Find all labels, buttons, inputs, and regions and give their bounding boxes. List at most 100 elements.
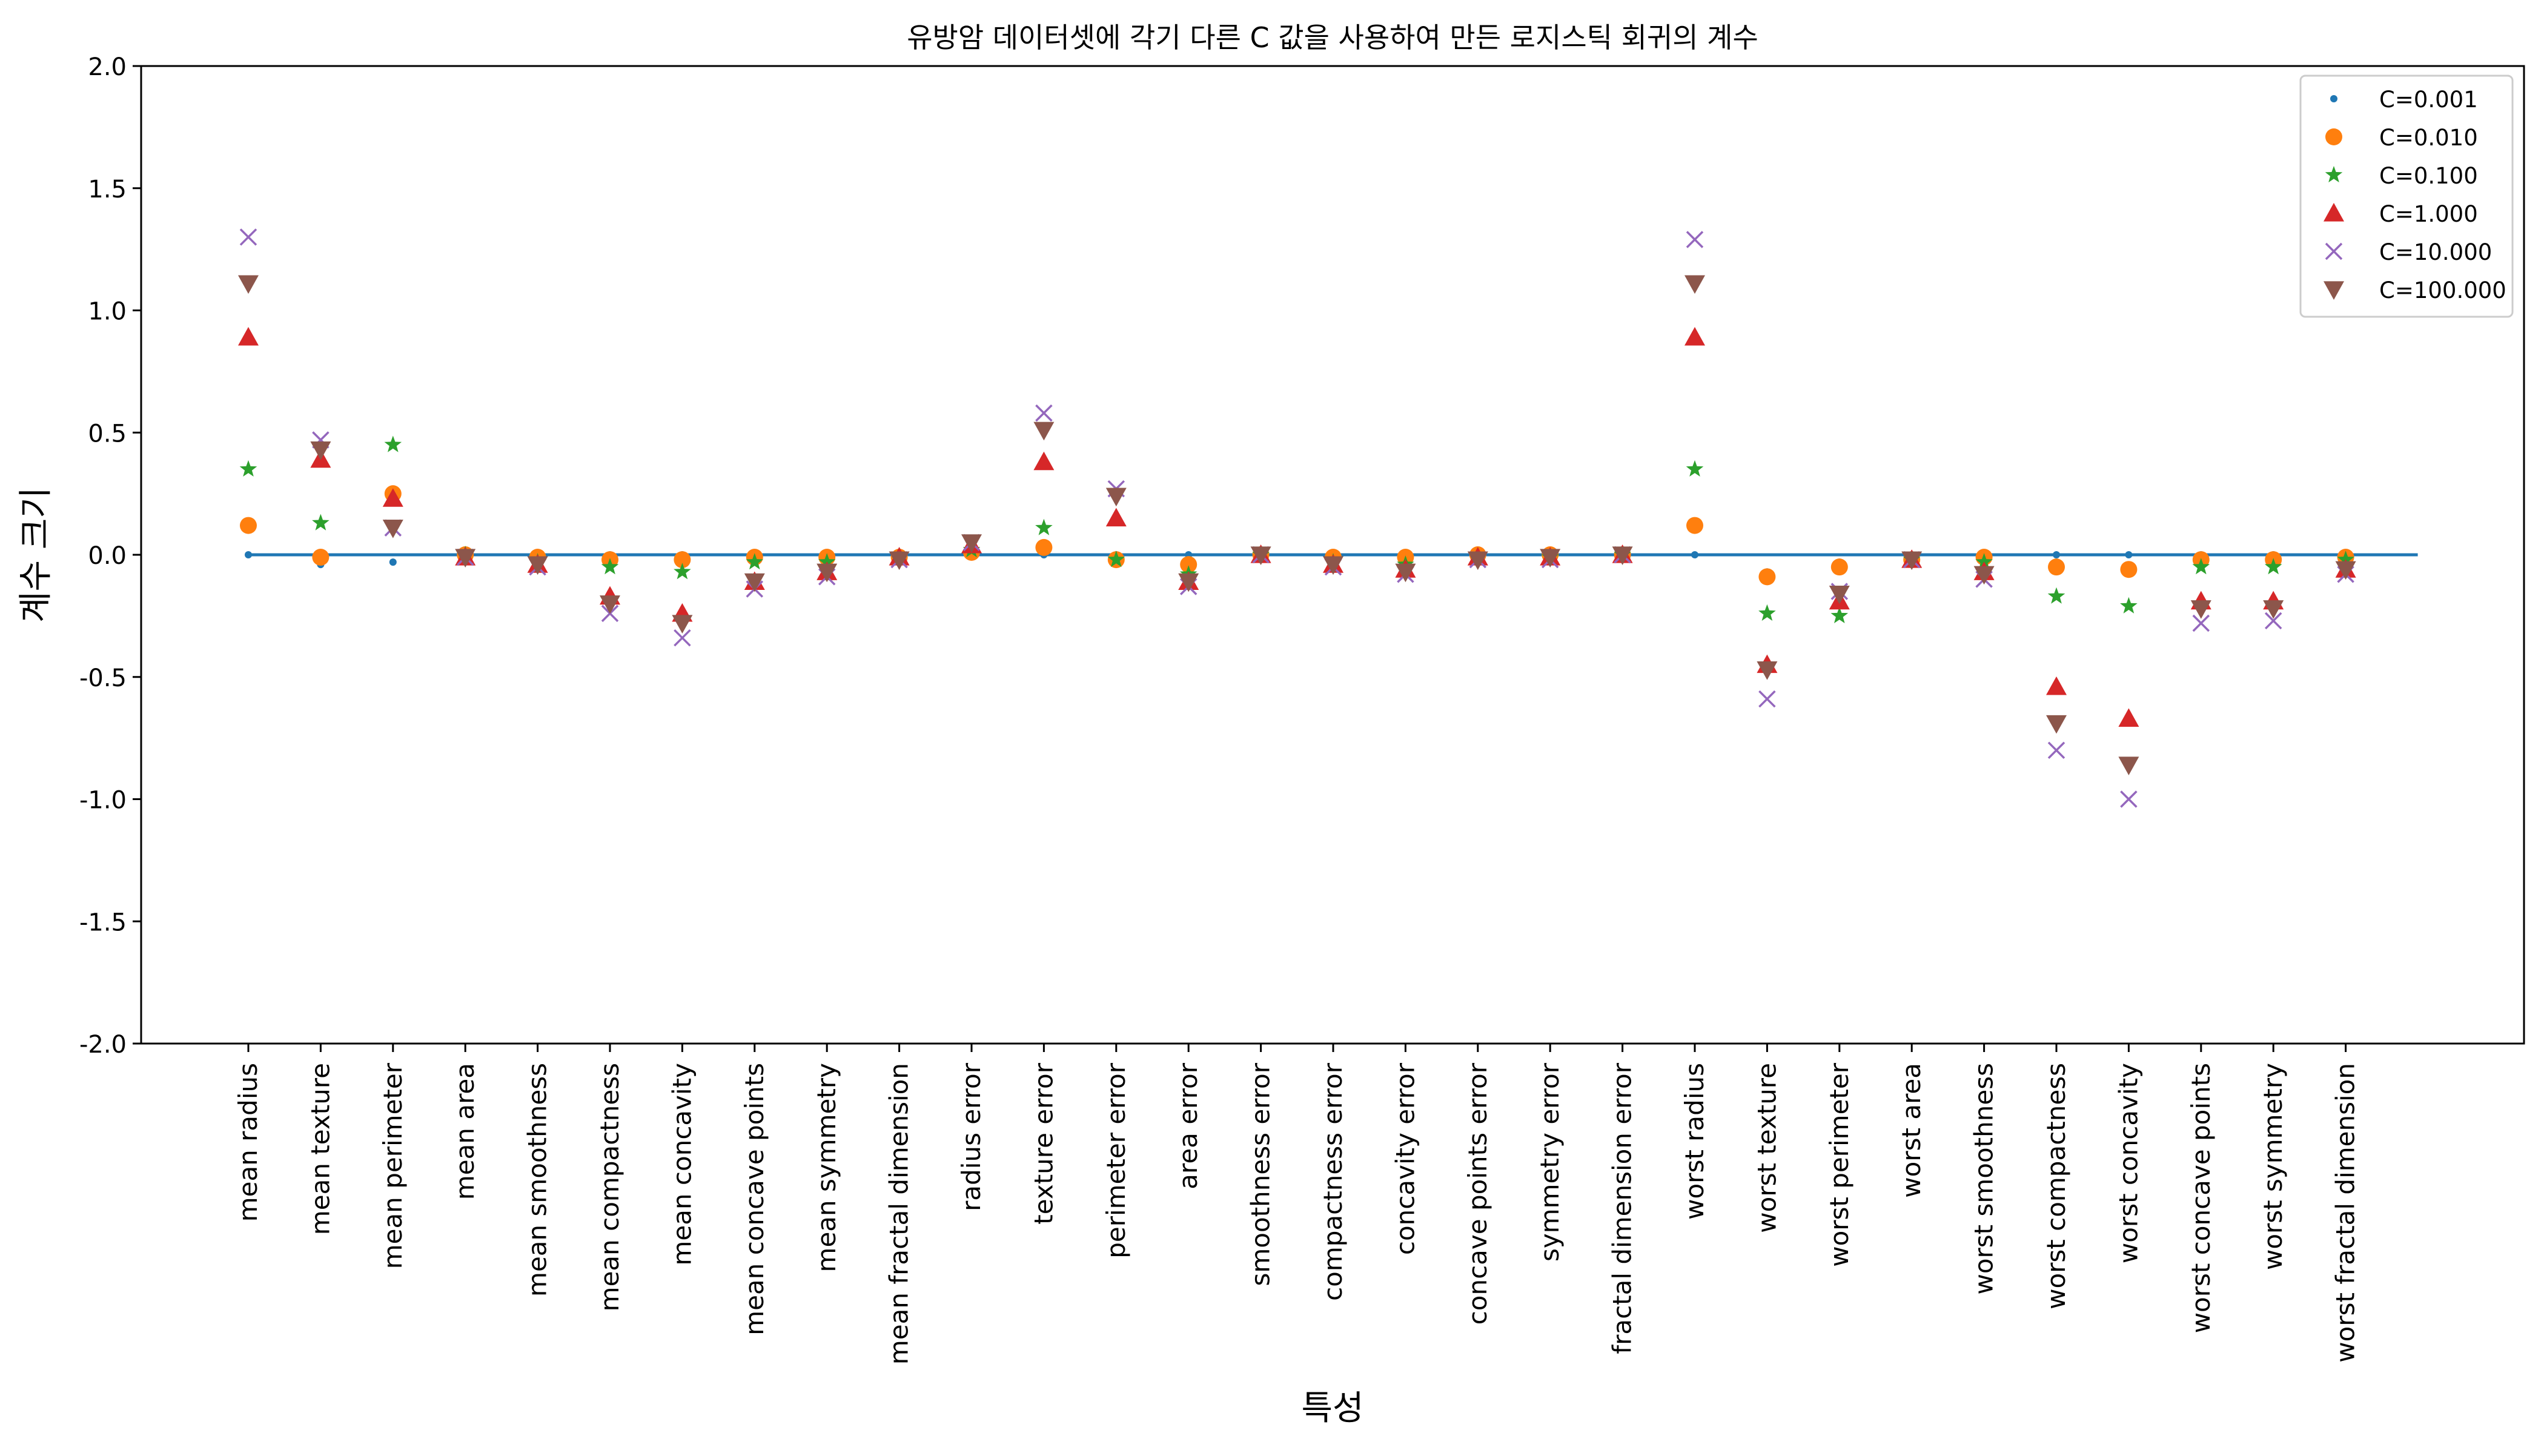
data-point xyxy=(1758,690,1776,708)
data-point xyxy=(2120,597,2138,614)
data-point xyxy=(1035,518,1053,535)
series-C=10.000 xyxy=(239,228,2354,808)
data-point xyxy=(1105,488,1127,507)
data-point xyxy=(1686,231,1704,248)
data-point xyxy=(238,326,259,346)
legend-marker xyxy=(2330,95,2337,102)
x-tick-label: mean concavity xyxy=(667,1063,697,1266)
x-tick-label: worst smoothness xyxy=(1969,1063,1999,1295)
x-tick-label: worst symmetry xyxy=(2258,1063,2288,1270)
data-point xyxy=(2047,741,2065,759)
y-tick-label: 0.0 xyxy=(88,542,127,570)
data-point xyxy=(1758,568,1776,586)
x-tick-label: mean perimeter xyxy=(378,1062,408,1269)
legend-label: C=0.001 xyxy=(2379,87,2478,113)
data-point xyxy=(1686,460,1704,477)
data-point xyxy=(1684,326,1705,346)
data-point xyxy=(2120,790,2138,808)
y-tick-label: -1.5 xyxy=(79,908,127,936)
data-point xyxy=(2264,612,2282,630)
data-point xyxy=(1686,517,1703,534)
data-point xyxy=(600,595,620,614)
x-tick-label: worst perimeter xyxy=(1824,1062,1854,1267)
data-point xyxy=(1180,556,1197,574)
data-point xyxy=(2264,558,2282,575)
data-point xyxy=(1758,604,1776,621)
data-point xyxy=(2125,551,2133,558)
data-point xyxy=(1830,558,1848,576)
data-point xyxy=(2047,587,2065,604)
y-axis-label: 계수 크기 xyxy=(16,487,56,623)
data-point xyxy=(384,435,402,452)
data-point xyxy=(2190,600,2211,619)
x-tick-label: mean concave points xyxy=(740,1063,769,1335)
x-tick-label: worst texture xyxy=(1752,1063,1781,1233)
data-point xyxy=(312,514,330,531)
data-point xyxy=(239,228,257,246)
data-point xyxy=(1395,563,1416,583)
y-tick-label: -0.5 xyxy=(79,664,127,692)
data-point xyxy=(1757,661,1778,680)
data-point xyxy=(1975,553,1993,570)
x-tick-label: mean radius xyxy=(233,1063,263,1222)
legend-marker xyxy=(2325,166,2343,183)
data-point xyxy=(1830,606,1849,623)
data-point xyxy=(1035,538,1053,556)
x-tick-label: concavity error xyxy=(1390,1062,1420,1255)
chart-title: 유방암 데이터셋에 각기 다른 C 값을 사용하여 만든 로지스틱 회귀의 계수 xyxy=(907,21,1758,54)
y-tick-label: -1.0 xyxy=(79,787,127,815)
x-tick-label: worst radius xyxy=(1680,1063,1709,1220)
data-point xyxy=(1684,275,1705,294)
data-point xyxy=(310,441,331,460)
legend-box xyxy=(2299,74,2514,318)
x-tick-label: radius error xyxy=(956,1062,986,1211)
data-point xyxy=(389,558,397,566)
x-tick-label: perimeter error xyxy=(1101,1062,1131,1259)
legend-label: C=0.010 xyxy=(2379,125,2478,151)
data-point xyxy=(238,275,259,294)
x-tick-label: mean fractal dimension xyxy=(884,1063,914,1365)
y-tick-label: -2.0 xyxy=(79,1031,127,1059)
data-point xyxy=(455,549,476,568)
data-point xyxy=(382,488,403,507)
data-point xyxy=(817,563,838,583)
x-tick-label: worst fractal dimension xyxy=(2331,1063,2360,1363)
data-point xyxy=(2335,561,2356,580)
data-point xyxy=(239,460,257,477)
data-point xyxy=(527,556,548,575)
data-point xyxy=(1033,451,1055,471)
series-C=1.000 xyxy=(238,326,2356,727)
data-point xyxy=(312,549,330,566)
data-point xyxy=(672,615,693,634)
x-tick-label: smoothness error xyxy=(1246,1062,1276,1286)
x-tick-label: mean symmetry xyxy=(812,1063,841,1272)
data-point xyxy=(2046,715,2067,734)
x-tick-label: concave points error xyxy=(1463,1062,1492,1325)
data-point xyxy=(240,517,257,534)
y-axis: 2.0 1.5 1.0 0.5 0.0 -0.5 -1.0 -1.5 -2.0 xyxy=(79,53,141,1059)
legend-marker xyxy=(2325,242,2343,260)
x-tick-label: worst concave points xyxy=(2186,1063,2216,1333)
data-point xyxy=(1540,549,1561,568)
data-point xyxy=(746,553,764,570)
series-C=0.010 xyxy=(240,485,2354,586)
data-point xyxy=(674,629,691,647)
y-tick-label: 2.0 xyxy=(88,53,127,81)
data-point xyxy=(2048,558,2065,576)
x-axis-label: 특성 xyxy=(1301,1389,1363,1428)
data-point xyxy=(1467,551,1488,571)
legend-label: C=10.000 xyxy=(2379,239,2492,265)
legend-marker xyxy=(2324,203,2344,222)
data-point xyxy=(1973,566,1995,585)
data-point xyxy=(1250,546,1271,565)
x-tick-label: mean smoothness xyxy=(523,1063,552,1297)
data-point xyxy=(1035,404,1053,422)
data-point xyxy=(744,573,765,592)
series-C=0.100 xyxy=(239,435,2354,623)
x-tick-label: fractal dimension error xyxy=(1608,1062,1637,1354)
data-point xyxy=(2118,756,2139,776)
data-point xyxy=(2046,676,2067,695)
data-point xyxy=(2337,551,2354,568)
data-point xyxy=(1612,546,1633,565)
